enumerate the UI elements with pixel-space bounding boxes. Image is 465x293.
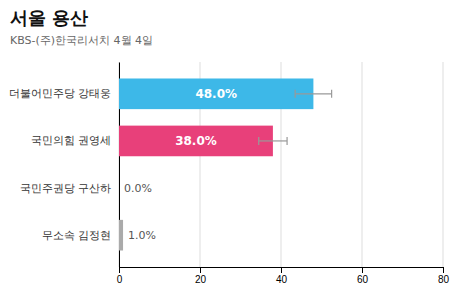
subtitle: KBS-(주)한국리서치 4월 4일	[10, 34, 153, 47]
data-label: 48.0%	[195, 87, 237, 101]
error-cap	[331, 90, 332, 98]
tick-mark	[443, 267, 444, 273]
tick-label: 국민의힘 권영세	[31, 134, 111, 146]
x-axis: 0 20 40 60 80	[117, 267, 450, 285]
error-cap	[295, 90, 296, 98]
error-bars	[259, 90, 332, 145]
error-line	[295, 93, 331, 94]
tick: 국민의힘 권영세	[31, 134, 111, 146]
tick-mark	[281, 267, 282, 273]
tick: 60	[357, 267, 369, 285]
tick: 더불어민주당 강태웅	[9, 87, 111, 99]
bar	[119, 173, 120, 204]
tick: 40	[276, 267, 288, 285]
error-bar	[295, 90, 331, 98]
tick-label: 국민주권당 구산하	[20, 182, 111, 194]
tick-mark	[200, 267, 201, 273]
axis-line	[120, 268, 444, 274]
tick-label: 무소속 김정현	[42, 229, 111, 241]
error-bar	[259, 137, 287, 145]
tick: 20	[195, 267, 207, 285]
tick-label: 더불어민주당 강태웅	[9, 87, 111, 99]
bar	[119, 78, 313, 109]
title: 서울 용산	[10, 7, 88, 28]
tick-label: 40	[276, 274, 288, 285]
bars	[119, 78, 313, 250]
chart: 서울 용산 KBS-(주)한국리서치 4월 4일 0 20 40 60 80 더불어민주당 강…	[0, 0, 465, 293]
tick: 80	[438, 267, 450, 285]
grid-line	[443, 62, 444, 267]
tick-label: 60	[357, 274, 369, 285]
grid	[119, 62, 443, 267]
bar	[119, 126, 273, 157]
data-label: 38.0%	[175, 134, 217, 148]
tick-label: 80	[438, 274, 450, 285]
error-cap	[258, 137, 259, 145]
bar	[119, 220, 123, 251]
data-label: 0.0%	[124, 182, 152, 195]
error-cap	[286, 137, 287, 145]
error-line	[259, 140, 287, 141]
plot: 0 20 40 60 80 더불어민주당 강태웅국민의힘 권영세국민주권당 구산하무소속 …	[9, 62, 450, 285]
tick-label: 20	[195, 274, 207, 285]
grid-line	[362, 62, 363, 267]
tick: 0	[117, 267, 123, 285]
tick: 무소속 김정현	[42, 229, 111, 241]
tick-mark	[362, 267, 363, 273]
data-labels: 48.0% 38.0% 0.0% 1.0%	[124, 87, 237, 242]
y-axis: 더불어민주당 강태웅국민의힘 권영세국민주권당 구산하무소속 김정현	[9, 63, 120, 268]
data-label: 1.0%	[128, 229, 156, 242]
tick-mark	[119, 267, 120, 273]
tick-label: 0	[117, 274, 123, 285]
tick: 국민주권당 구산하	[20, 182, 111, 194]
